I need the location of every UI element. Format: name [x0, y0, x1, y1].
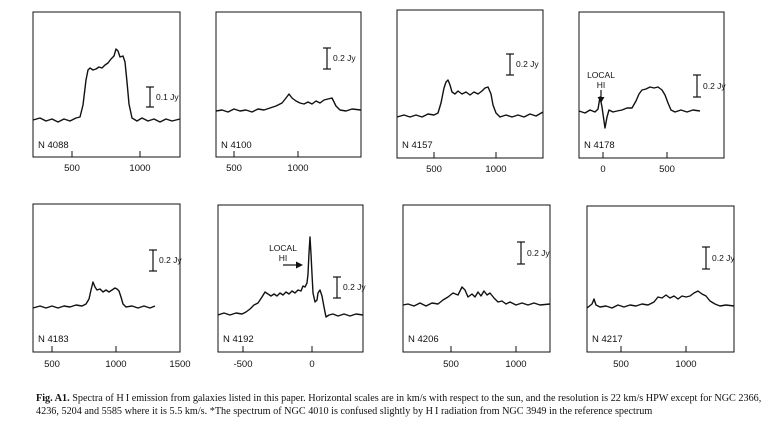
scale-label-n4217: 0.2 Jy	[712, 253, 735, 263]
tick-label: 1000	[129, 163, 150, 174]
spectrum-n4183	[32, 281, 156, 309]
scale-label-n4088: 0.1 Jy	[156, 92, 179, 102]
panel-frame-n4178	[578, 11, 725, 159]
scale-label-n4178: 0.2 Jy	[703, 81, 726, 91]
spectrum-n4206	[402, 286, 551, 307]
tick-label: 500	[426, 164, 442, 175]
tick-label: 500	[226, 163, 242, 174]
scale-label-n4192: 0.2 Jy	[343, 282, 366, 292]
tick-label: 500	[64, 163, 80, 174]
panel-label-n4100: N 4100	[221, 140, 252, 151]
spectrum-n4088	[32, 48, 181, 123]
local-hi-label-n4192: LOCAL HI	[269, 243, 297, 263]
panel-label-n4178: N 4178	[584, 140, 615, 151]
tick-label: 1000	[505, 359, 526, 370]
spectrum-n4192	[217, 236, 364, 318]
panel-frame-n4088	[32, 11, 181, 158]
panel-label-n4217: N 4217	[592, 334, 623, 345]
panel-frame-n4192	[217, 204, 364, 353]
tick-label: 0	[309, 359, 314, 370]
scale-label-n4183: 0.2 Jy	[159, 255, 182, 265]
panel-label-n4206: N 4206	[408, 334, 439, 345]
panel-label-n4088: N 4088	[38, 140, 69, 151]
tick-label: 500	[443, 359, 459, 370]
tick-label: 1500	[169, 359, 190, 370]
panel-frame-n4183	[32, 203, 181, 353]
panel-frame-n4206	[402, 204, 551, 353]
tick-label: 500	[659, 164, 675, 175]
tick-label: -500	[233, 359, 252, 370]
tick-label: 0	[600, 164, 605, 175]
figure-caption: Fig. A1. Spectra of H I emission from ga…	[36, 393, 771, 418]
panel-label-n4192: N 4192	[223, 334, 254, 345]
scale-label-n4100: 0.2 Jy	[333, 53, 356, 63]
panel-frame-n4100	[215, 11, 362, 158]
tick-label: 1000	[675, 359, 696, 370]
spectrum-n4178	[578, 86, 701, 129]
spectrum-n4157	[396, 79, 544, 118]
tick-label: 1000	[287, 163, 308, 174]
tick-label: 1000	[485, 164, 506, 175]
spectrum-n4100	[215, 93, 362, 113]
tick-label: 500	[613, 359, 629, 370]
panel-label-n4157: N 4157	[402, 140, 433, 151]
caption-lead: Fig. A1.	[36, 393, 70, 404]
scale-label-n4206: 0.2 Jy	[527, 248, 550, 258]
tick-label: 1000	[105, 359, 126, 370]
panel-frame-n4217	[586, 205, 735, 353]
caption-text: Spectra of H I emission from galaxies li…	[36, 393, 762, 417]
tick-label: 500	[44, 359, 60, 370]
local-hi-label-n4178: LOCAL HI	[587, 70, 615, 90]
scale-label-n4157: 0.2 Jy	[516, 59, 539, 69]
spectrum-n4217	[586, 290, 735, 309]
panel-frame-n4157	[396, 9, 544, 159]
panel-label-n4183: N 4183	[38, 334, 69, 345]
